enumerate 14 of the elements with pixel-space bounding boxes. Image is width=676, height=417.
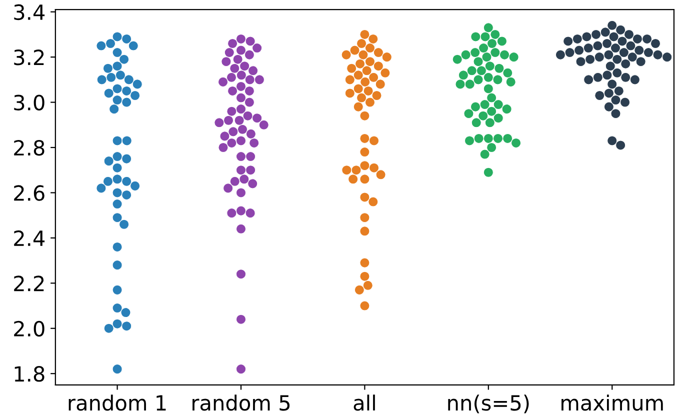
x-tick-label: random 1	[68, 394, 166, 411]
y-tick-label: 1.8	[14, 366, 44, 382]
y-tick-label: 2.2	[14, 276, 44, 292]
y-tick-label: 3.2	[14, 50, 44, 66]
y-tick-label: 2.4	[14, 230, 45, 246]
x-tick-label: maximum	[562, 394, 663, 411]
y-tick-label: 2.6	[14, 185, 44, 201]
x-tick-label: nn(s=5)	[448, 394, 529, 414]
y-tick-label: 3.4	[14, 4, 45, 20]
y-tick-label: 3.0	[14, 94, 44, 110]
x-tick-label: all	[354, 394, 375, 411]
y-tick-label: 2.0	[14, 320, 44, 337]
y-tick-label: 2.8	[14, 140, 44, 156]
x-tick-label: random 5	[192, 394, 290, 411]
